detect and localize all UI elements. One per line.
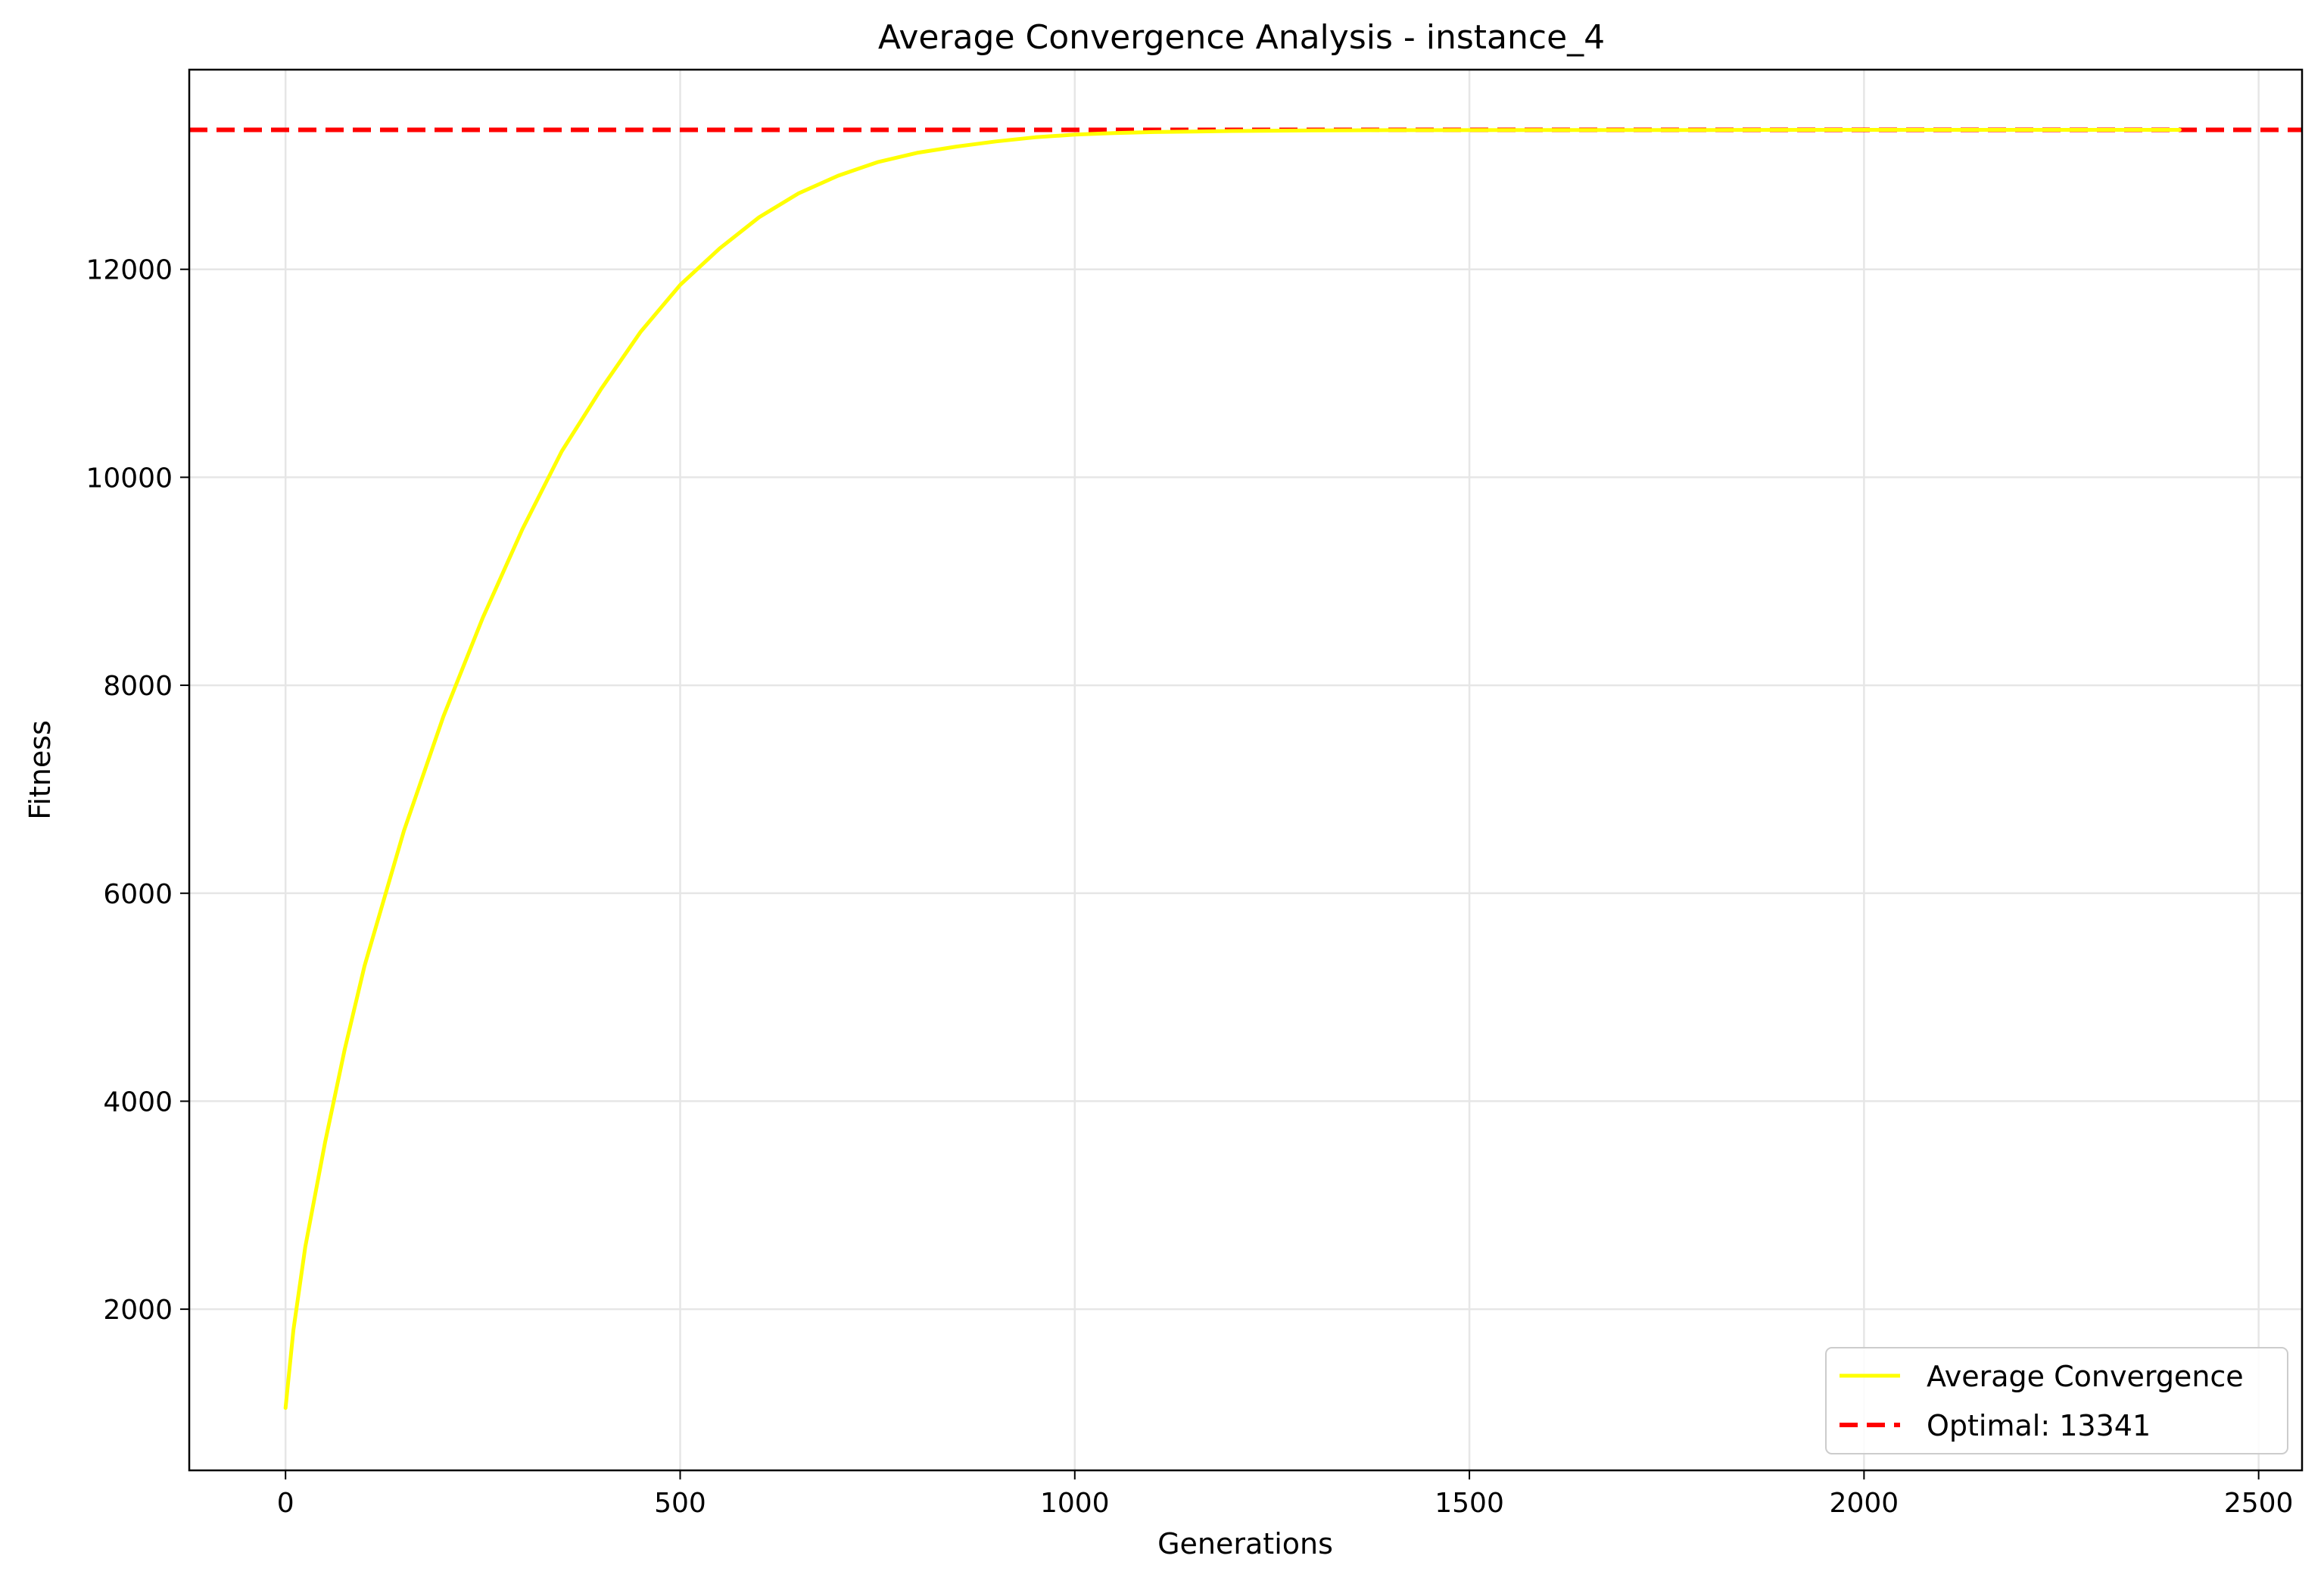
y-tick-label: 4000 xyxy=(103,1086,173,1118)
legend: Average Convergence Optimal: 13341 xyxy=(1825,1347,2288,1454)
y-axis-title: Fitness xyxy=(23,720,57,820)
x-tick-label: 1500 xyxy=(1435,1488,1504,1519)
x-tick-label: 2500 xyxy=(2224,1488,2294,1519)
axis-ticks: 0 500 1000 1500 2000 2500 2000 4000 6000 8000 1000… xyxy=(86,255,2293,1519)
grid-lines xyxy=(189,70,2302,1470)
y-tick-label: 12000 xyxy=(86,255,173,286)
x-tick-label: 1000 xyxy=(1040,1488,1110,1519)
plot-area xyxy=(189,127,2302,1411)
legend-label-optimal: Optimal: 13341 xyxy=(1927,1409,2151,1442)
x-axis-title: Generations xyxy=(1157,1527,1333,1560)
plot-frame xyxy=(188,68,2304,1472)
x-tick-label: 0 xyxy=(277,1488,294,1519)
y-tick-label: 10000 xyxy=(86,463,173,494)
y-tick-label: 8000 xyxy=(103,671,173,702)
x-tick-label: 2000 xyxy=(1830,1488,1899,1519)
y-tick-label: 6000 xyxy=(103,879,173,910)
y-tick-label: 2000 xyxy=(103,1295,173,1326)
legend-box xyxy=(1825,1347,2288,1454)
x-tick-label: 500 xyxy=(654,1488,706,1519)
legend-label-average-convergence: Average Convergence xyxy=(1927,1360,2244,1393)
average-convergence-line xyxy=(283,128,2182,1411)
chart-title: Average Convergence Analysis - instance_… xyxy=(878,18,1605,57)
